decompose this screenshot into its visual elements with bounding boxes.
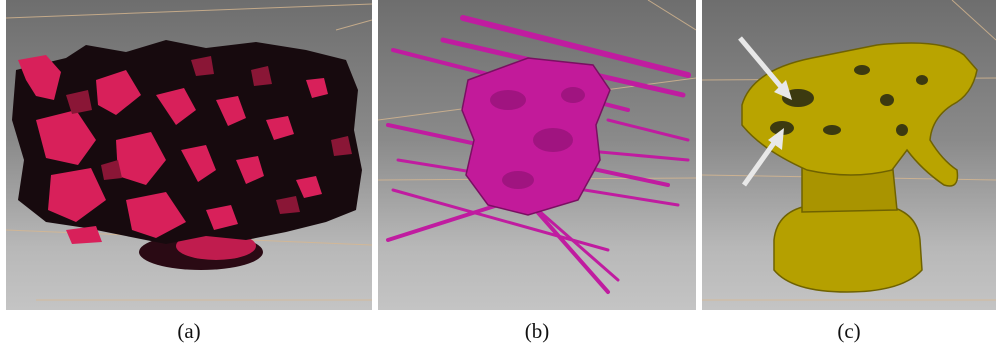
streak-artifact-render bbox=[378, 0, 696, 294]
noisy-reconstruction-render bbox=[6, 3, 372, 301]
render-panel-a bbox=[6, 0, 372, 310]
panel-label-c: (c) bbox=[837, 319, 861, 343]
render-panel-c bbox=[702, 0, 996, 310]
panel-label-b: (b) bbox=[524, 319, 550, 343]
arrow-icon bbox=[738, 36, 792, 187]
clean-reconstruction-render bbox=[702, 0, 996, 301]
render-panel-b bbox=[378, 0, 696, 310]
panel-label-a: (a) bbox=[177, 319, 201, 343]
